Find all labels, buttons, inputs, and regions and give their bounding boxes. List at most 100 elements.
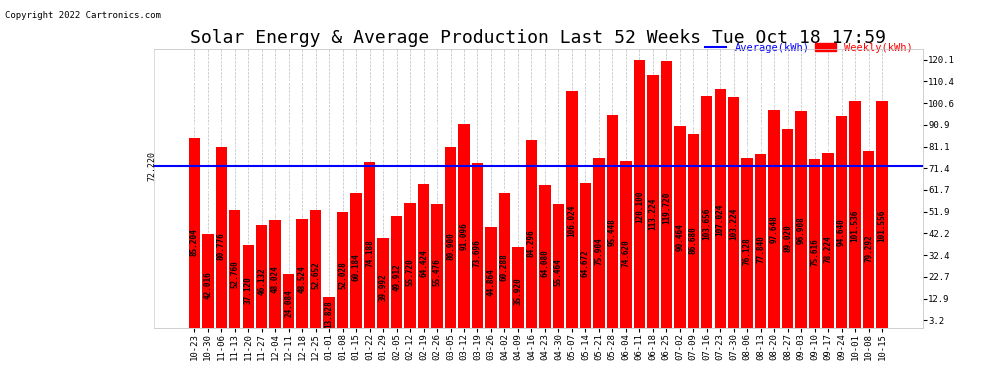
Text: 39.992: 39.992 — [378, 273, 388, 301]
Text: 79.292: 79.292 — [864, 234, 873, 262]
Text: 84.296: 84.296 — [527, 229, 536, 257]
Bar — [499, 193, 510, 328]
Bar — [742, 158, 753, 328]
Bar — [243, 245, 254, 328]
Text: 35.920: 35.920 — [514, 278, 523, 305]
Bar — [269, 220, 281, 328]
Text: 90.464: 90.464 — [675, 223, 684, 251]
Text: 95.448: 95.448 — [608, 218, 617, 246]
Bar — [849, 101, 861, 328]
Text: 86.680: 86.680 — [689, 227, 698, 255]
Text: 74.620: 74.620 — [622, 239, 631, 267]
Bar — [432, 204, 443, 328]
Bar — [876, 101, 888, 328]
Bar — [512, 248, 524, 328]
Text: 106.024: 106.024 — [567, 205, 576, 237]
Bar — [324, 297, 335, 328]
Bar — [283, 274, 294, 328]
Text: 24.084: 24.084 — [284, 290, 293, 317]
Text: 113.224: 113.224 — [648, 198, 657, 230]
Text: Copyright 2022 Cartronics.com: Copyright 2022 Cartronics.com — [5, 11, 160, 20]
Text: 73.696: 73.696 — [473, 240, 482, 267]
Bar — [823, 153, 834, 328]
Bar — [377, 238, 389, 328]
Text: 52.028: 52.028 — [339, 261, 347, 289]
Bar — [755, 154, 766, 328]
Bar — [701, 96, 713, 328]
Bar — [296, 219, 308, 328]
Bar — [188, 138, 200, 328]
Text: 91.096: 91.096 — [459, 222, 468, 250]
Text: 97.648: 97.648 — [769, 216, 779, 243]
Text: 55.476: 55.476 — [433, 258, 442, 286]
Text: 55.464: 55.464 — [554, 258, 563, 286]
Bar — [229, 210, 241, 328]
Text: 52.760: 52.760 — [231, 261, 240, 288]
Text: 94.640: 94.640 — [838, 219, 846, 246]
Text: 37.120: 37.120 — [244, 276, 252, 304]
Bar — [863, 151, 874, 328]
Text: 76.128: 76.128 — [742, 237, 751, 265]
Text: 74.188: 74.188 — [365, 239, 374, 267]
Bar — [485, 228, 497, 328]
Bar — [337, 211, 348, 328]
Bar — [552, 204, 564, 328]
Text: 80.776: 80.776 — [217, 232, 226, 260]
Text: 13.828: 13.828 — [325, 300, 334, 328]
Bar — [540, 184, 550, 328]
Text: 89.020: 89.020 — [783, 224, 792, 252]
Text: 60.288: 60.288 — [500, 253, 509, 281]
Text: 49.912: 49.912 — [392, 264, 401, 291]
Bar — [674, 126, 685, 328]
Bar — [728, 98, 740, 328]
Text: 64.424: 64.424 — [419, 249, 428, 277]
Bar — [526, 140, 538, 328]
Bar — [404, 203, 416, 328]
Legend: Average(kWh), Weekly(kWh): Average(kWh), Weekly(kWh) — [701, 39, 917, 57]
Bar — [202, 234, 214, 328]
Text: 48.024: 48.024 — [270, 266, 280, 293]
Text: 77.840: 77.840 — [756, 236, 765, 263]
Text: 75.904: 75.904 — [594, 237, 603, 265]
Text: 52.652: 52.652 — [311, 261, 320, 289]
Bar — [458, 124, 469, 328]
Bar — [782, 129, 793, 328]
Text: 80.900: 80.900 — [446, 232, 455, 260]
Bar — [256, 225, 267, 328]
Text: 64.672: 64.672 — [581, 249, 590, 276]
Text: 119.720: 119.720 — [661, 191, 671, 224]
Text: 103.656: 103.656 — [702, 207, 711, 240]
Bar — [566, 91, 577, 328]
Bar — [445, 147, 456, 328]
Bar — [607, 115, 618, 328]
Bar — [768, 110, 780, 328]
Bar — [391, 216, 402, 328]
Text: 75.616: 75.616 — [810, 238, 819, 266]
Bar — [364, 162, 375, 328]
Bar — [660, 60, 672, 328]
Bar — [620, 161, 632, 328]
Text: 107.024: 107.024 — [716, 204, 725, 236]
Bar — [593, 158, 605, 328]
Bar — [634, 60, 645, 328]
Bar — [647, 75, 658, 328]
Text: 44.864: 44.864 — [486, 268, 495, 296]
Bar — [216, 147, 227, 328]
Text: 60.184: 60.184 — [351, 253, 360, 281]
Text: 101.536: 101.536 — [850, 210, 859, 242]
Bar — [350, 194, 362, 328]
Bar — [472, 163, 483, 328]
Bar — [310, 210, 322, 328]
Bar — [795, 111, 807, 328]
Bar — [809, 159, 821, 328]
Text: 101.556: 101.556 — [877, 210, 887, 242]
Bar — [836, 117, 847, 328]
Title: Solar Energy & Average Production Last 52 Weeks Tue Oct 18 17:59: Solar Energy & Average Production Last 5… — [190, 29, 886, 47]
Text: 48.524: 48.524 — [298, 265, 307, 293]
Text: 120.100: 120.100 — [635, 191, 644, 223]
Text: 46.132: 46.132 — [257, 267, 266, 295]
Text: 96.908: 96.908 — [797, 216, 806, 244]
Text: 78.224: 78.224 — [824, 235, 833, 263]
Text: 55.720: 55.720 — [406, 258, 415, 285]
Text: 72.220: 72.220 — [148, 152, 156, 182]
